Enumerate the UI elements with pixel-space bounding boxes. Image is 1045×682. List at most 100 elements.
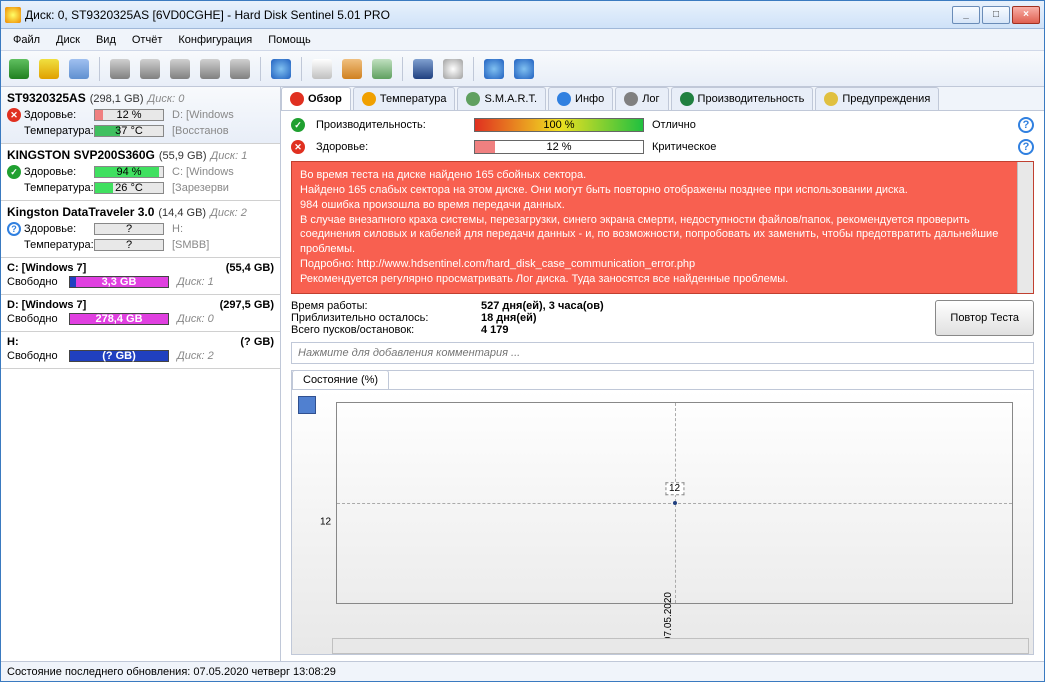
- health-value: 12 %: [546, 141, 571, 153]
- menu-диск[interactable]: Диск: [48, 32, 88, 48]
- help-icon[interactable]: [480, 55, 508, 83]
- chart-body: 12 12 07.05.2020: [292, 389, 1033, 654]
- main: ST9320325AS (298,1 GB) Диск: 0✕Здоровье:…: [1, 87, 1044, 661]
- content: Обзор ТемператураS.M.A.R.T. Инфо Лог Произво…: [281, 87, 1044, 661]
- warn-icon[interactable]: [35, 55, 63, 83]
- health-bar: 12 %: [94, 109, 164, 121]
- tab-лог[interactable]: Лог: [615, 87, 668, 110]
- tab-label: Предупреждения: [842, 93, 930, 105]
- temp-label: Температура:: [24, 239, 94, 251]
- menu-файл[interactable]: Файл: [5, 32, 48, 48]
- remain-label: Приблизительно осталось:: [291, 312, 481, 324]
- scrollbar[interactable]: [1017, 162, 1033, 293]
- info-icon[interactable]: [510, 55, 538, 83]
- partition-label: C: [Windows: [172, 166, 234, 178]
- folder-icon[interactable]: [65, 55, 93, 83]
- warning-box: Во время теста на диске найдено 165 сбой…: [291, 161, 1034, 294]
- warning-line: Найдено 165 слабых сектора на этом диске…: [300, 183, 1025, 198]
- toolbar-separator: [260, 57, 261, 81]
- perf-bar: 100 %: [474, 118, 644, 132]
- globe-icon[interactable]: [267, 55, 295, 83]
- help-icon: [484, 59, 504, 79]
- disk5-icon[interactable]: [226, 55, 254, 83]
- disk-block[interactable]: KINGSTON SVP200S360G (55,9 GB) Диск: 1✓З…: [1, 144, 280, 201]
- volume-disk: Диск: 1: [177, 276, 214, 288]
- menu-вид[interactable]: Вид: [88, 32, 124, 48]
- uptime-val: 527 дня(ей), 3 часа(ов): [481, 300, 604, 312]
- menu-помощь[interactable]: Помощь: [260, 32, 319, 48]
- tab-label: Обзор: [308, 93, 342, 105]
- disk-sub: Диск: 0: [148, 93, 185, 105]
- tab-icon: [290, 92, 304, 106]
- volume-block[interactable]: H:(? GB) Свободно(? GB)Диск: 2: [1, 332, 280, 369]
- menu-конфигурация[interactable]: Конфигурация: [170, 32, 260, 48]
- status-icon: ?: [7, 222, 21, 236]
- tab-температура[interactable]: Температура: [353, 87, 456, 110]
- doc3-icon[interactable]: [368, 55, 396, 83]
- doc1-icon[interactable]: [308, 55, 336, 83]
- disk1-icon[interactable]: [106, 55, 134, 83]
- volume-size: (? GB): [240, 336, 274, 348]
- tab-s.m.a.r.t.[interactable]: S.M.A.R.T.: [457, 87, 546, 110]
- doc2-icon[interactable]: [338, 55, 366, 83]
- disk-block[interactable]: ST9320325AS (298,1 GB) Диск: 0✕Здоровье:…: [1, 87, 280, 144]
- chart-scrollbar[interactable]: [332, 638, 1029, 654]
- doc2-icon: [342, 59, 362, 79]
- help-icon[interactable]: ?: [1018, 117, 1034, 133]
- tab-производительность[interactable]: Производительность: [671, 87, 814, 110]
- app-window: Диск: 0, ST9320325AS [6VD0CGHE] - Hard D…: [0, 0, 1045, 682]
- toolbar-separator: [402, 57, 403, 81]
- free-bar: (? GB): [69, 350, 169, 362]
- menu-отчёт[interactable]: Отчёт: [124, 32, 170, 48]
- disk-block[interactable]: Kingston DataTraveler 3.0 (14,4 GB) Диск…: [1, 201, 280, 258]
- retest-button[interactable]: Повтор Теста: [935, 300, 1034, 336]
- tab-label: Производительность: [698, 93, 805, 105]
- chart-point: [673, 501, 677, 505]
- save-icon[interactable]: [298, 396, 316, 414]
- minimize-button[interactable]: _: [952, 6, 980, 24]
- free-bar: 278,4 GB: [69, 313, 169, 325]
- comment-input[interactable]: [291, 342, 1034, 364]
- close-button[interactable]: ×: [1012, 6, 1040, 24]
- volume-size: (55,4 GB): [226, 262, 274, 274]
- help-icon[interactable]: ?: [1018, 139, 1034, 155]
- disk4-icon[interactable]: [196, 55, 224, 83]
- warning-line: Подробно: http://www.hdsentinel.com/hard…: [300, 257, 1025, 272]
- stats-left: Время работы:527 дня(ей), 3 часа(ов) При…: [291, 300, 915, 336]
- chart-frame: Состояние (%) 12 12 07.05.2020: [291, 370, 1034, 655]
- info-icon: [514, 59, 534, 79]
- disk-size: (14,4 GB): [158, 207, 206, 219]
- cross-icon: ✕: [291, 140, 305, 154]
- temp-bar: 37 °C: [94, 125, 164, 137]
- warning-line: Во время теста на диске найдено 165 сбой…: [300, 168, 1025, 183]
- perf-label: Производительность:: [316, 119, 466, 131]
- partition-label: [SMBB]: [172, 239, 209, 251]
- window-title: Диск: 0, ST9320325AS [6VD0CGHE] - Hard D…: [25, 8, 952, 22]
- toolbar-separator: [99, 57, 100, 81]
- perf-status: Отлично: [652, 119, 752, 131]
- statusbar: Состояние последнего обновления: 07.05.2…: [1, 661, 1044, 681]
- status-icon: ✕: [7, 108, 21, 122]
- cd-icon[interactable]: [439, 55, 467, 83]
- volume-block[interactable]: C: [Windows 7](55,4 GB) Свободно3,3 GBДи…: [1, 258, 280, 295]
- tab-предупреждения[interactable]: Предупреждения: [815, 87, 939, 110]
- tab-инфо[interactable]: Инфо: [548, 87, 613, 110]
- maximize-button[interactable]: □: [982, 6, 1010, 24]
- stats-block: Время работы:527 дня(ей), 3 часа(ов) При…: [291, 300, 1034, 336]
- disk3-icon: [170, 59, 190, 79]
- monitor-icon[interactable]: [409, 55, 437, 83]
- refresh-icon[interactable]: [5, 55, 33, 83]
- volume-block[interactable]: D: [Windows 7](297,5 GB) Свободно278,4 G…: [1, 295, 280, 332]
- disk2-icon[interactable]: [136, 55, 164, 83]
- tab-label: Инфо: [575, 93, 604, 105]
- tab-обзор[interactable]: Обзор: [281, 87, 351, 110]
- tabstrip: Обзор ТемператураS.M.A.R.T. Инфо Лог Произво…: [281, 87, 1044, 111]
- cd-icon: [443, 59, 463, 79]
- disk-sub: Диск: 1: [211, 150, 248, 162]
- tab-icon: [362, 92, 376, 106]
- disk5-icon: [230, 59, 250, 79]
- chart-tab[interactable]: Состояние (%): [292, 370, 389, 389]
- disk3-icon[interactable]: [166, 55, 194, 83]
- free-label: Свободно: [7, 350, 69, 362]
- warning-line: В случае внезапного краха системы, перез…: [300, 213, 1025, 258]
